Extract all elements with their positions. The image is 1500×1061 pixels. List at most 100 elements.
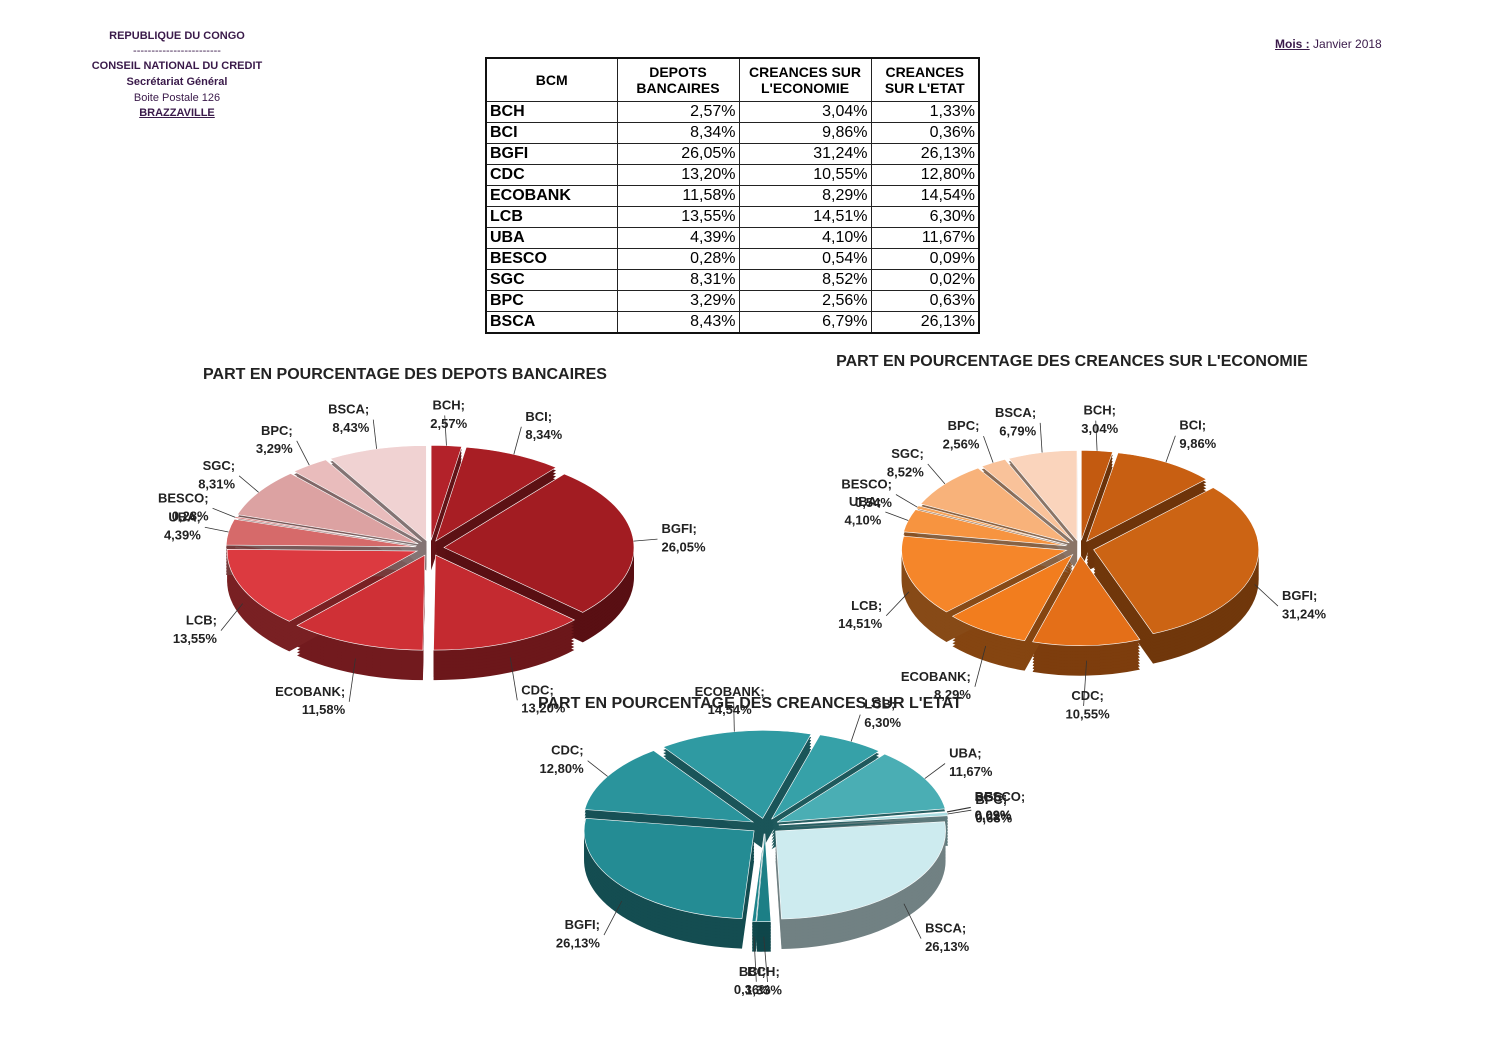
table-row: BGFI 26,05% 31,24% 26,13% <box>485 143 980 165</box>
pie-slice <box>1008 450 1078 542</box>
slice-side <box>778 818 948 832</box>
slice-category: BPC <box>948 419 976 434</box>
slice-value: 6,30% <box>864 715 901 730</box>
pie-slice <box>225 518 417 548</box>
leader-line <box>220 603 243 631</box>
city: BRAZZAVILLE <box>139 107 215 119</box>
cell-value: 31,24% <box>738 143 872 165</box>
slice-category: ECOBANK <box>695 684 761 699</box>
slice-side <box>778 818 948 831</box>
slice-label: SGC; <box>891 446 924 461</box>
slice-label: BPC; <box>948 419 980 434</box>
slice-label: ECOBANK; <box>275 684 345 699</box>
slice-value: 8,34% <box>525 427 562 442</box>
slice-label: UBA; <box>849 494 882 509</box>
label-separator: ; <box>760 684 764 699</box>
slice-category: ECOBANK <box>901 669 967 684</box>
slice-value: 11,67% <box>949 764 993 779</box>
label-separator: ; <box>878 598 882 613</box>
slice-value: 31,24% <box>1282 607 1327 622</box>
bank-name: BPC <box>485 290 618 312</box>
leader-line <box>763 936 768 983</box>
pie-slice <box>756 833 772 922</box>
leader-line <box>947 809 972 815</box>
leader-line <box>733 701 735 732</box>
cell-value: 8,52% <box>738 269 872 291</box>
leader-line <box>885 511 909 521</box>
slice-label: BCI; <box>1179 418 1206 433</box>
slice-value: 10,55% <box>1066 706 1111 721</box>
cell-value: 4,10% <box>738 227 872 249</box>
slice-category: BESCO <box>841 477 887 492</box>
pie-slice <box>662 730 812 819</box>
slice-category: BCH <box>1083 403 1111 418</box>
slice-label: BPC; <box>261 423 293 438</box>
cell-value: 8,43% <box>616 311 740 334</box>
label-separator: ; <box>548 409 552 424</box>
label-separator: ; <box>288 423 292 438</box>
label-separator: ; <box>1313 589 1317 604</box>
slice-category: CDC <box>1071 688 1100 703</box>
column-header: DEPOTS BANCAIRES <box>616 57 740 102</box>
slice-category: BCH <box>432 398 460 413</box>
slice-label: BCI; <box>525 409 552 424</box>
cell-value: 6,30% <box>870 206 980 228</box>
slice-label: UBA; <box>949 746 982 761</box>
slice-value: 26,13% <box>925 939 970 954</box>
leader-line <box>946 807 971 813</box>
slice-value: 11,58% <box>302 702 346 717</box>
slice-category: CDC <box>551 743 580 758</box>
slice-category: LCB <box>186 613 213 628</box>
slice-label: SGC; <box>203 458 236 473</box>
label-separator: ; <box>231 458 235 473</box>
pie-chart: BCH; 2,57% BCI; 8,34% BGFI; 26,05% CDC; 13,20% E… <box>158 398 706 717</box>
cell-value: 10,55% <box>738 164 872 186</box>
slice-label: SGC; <box>975 790 1008 805</box>
cell-value: 0,63% <box>870 290 980 312</box>
bank-name: SGC <box>485 269 618 291</box>
slice-label: BGFI; <box>661 522 696 537</box>
table-body: BCH 2,57% 3,04% 1,33% BCI 8,34% 9,86% 0,36% BGFI… <box>485 101 980 334</box>
label-separator: ; <box>1003 793 1007 808</box>
slice-value: 2,56% <box>943 437 980 452</box>
pie-slice <box>1032 555 1141 646</box>
slice-value: 26,05% <box>661 540 706 555</box>
slice-value: 4,39% <box>164 528 201 543</box>
slice-label: BSCA; <box>995 405 1036 420</box>
leader-line <box>513 426 522 455</box>
table-row: BCI 8,34% 9,86% 0,36% <box>485 122 980 144</box>
label-separator: ; <box>1032 405 1036 420</box>
slice-category: BGFI <box>1282 589 1313 604</box>
chart-title: PART EN POURCENTAGE DES DEPOTS BANCAIRES <box>203 366 607 383</box>
label-separator: ; <box>596 918 600 933</box>
slice-value: 8,43% <box>332 420 369 435</box>
cell-value: 13,20% <box>616 164 740 186</box>
slice-value: 3,29% <box>256 441 293 456</box>
label-separator: ; <box>1021 790 1025 805</box>
label-separator: ; <box>549 683 553 698</box>
header-row: BCM DEPOTS BANCAIRES CREANCES SUR L'ECONOM… <box>485 57 980 102</box>
pie-slice <box>1081 450 1114 541</box>
label-separator: ; <box>1003 790 1007 805</box>
leader-line <box>753 936 757 982</box>
label-separator: ; <box>962 921 966 936</box>
label-separator: ; <box>1112 403 1116 418</box>
label-separator: ; <box>196 510 200 525</box>
table-row: CDC 13,20% 10,55% 12,80% <box>485 164 980 186</box>
leader-line <box>1095 420 1098 451</box>
leader-line <box>895 494 918 508</box>
leader-line <box>1254 584 1279 607</box>
label-separator: ; <box>365 402 369 417</box>
label-separator: ; <box>977 746 981 761</box>
slice-category: UBA <box>168 510 197 525</box>
slice-value: 8,52% <box>887 464 924 479</box>
slice-value: 0,09% <box>975 808 1012 823</box>
label-separator: ; <box>967 669 971 684</box>
pie-slice <box>771 734 880 820</box>
slice-value: 0,63% <box>975 811 1012 826</box>
slice-category: BCH <box>747 964 775 979</box>
pie-slice <box>236 473 419 545</box>
pie-slice <box>226 548 419 622</box>
slice-label: BESCO; <box>158 491 209 506</box>
cell-value: 6,79% <box>738 311 872 334</box>
